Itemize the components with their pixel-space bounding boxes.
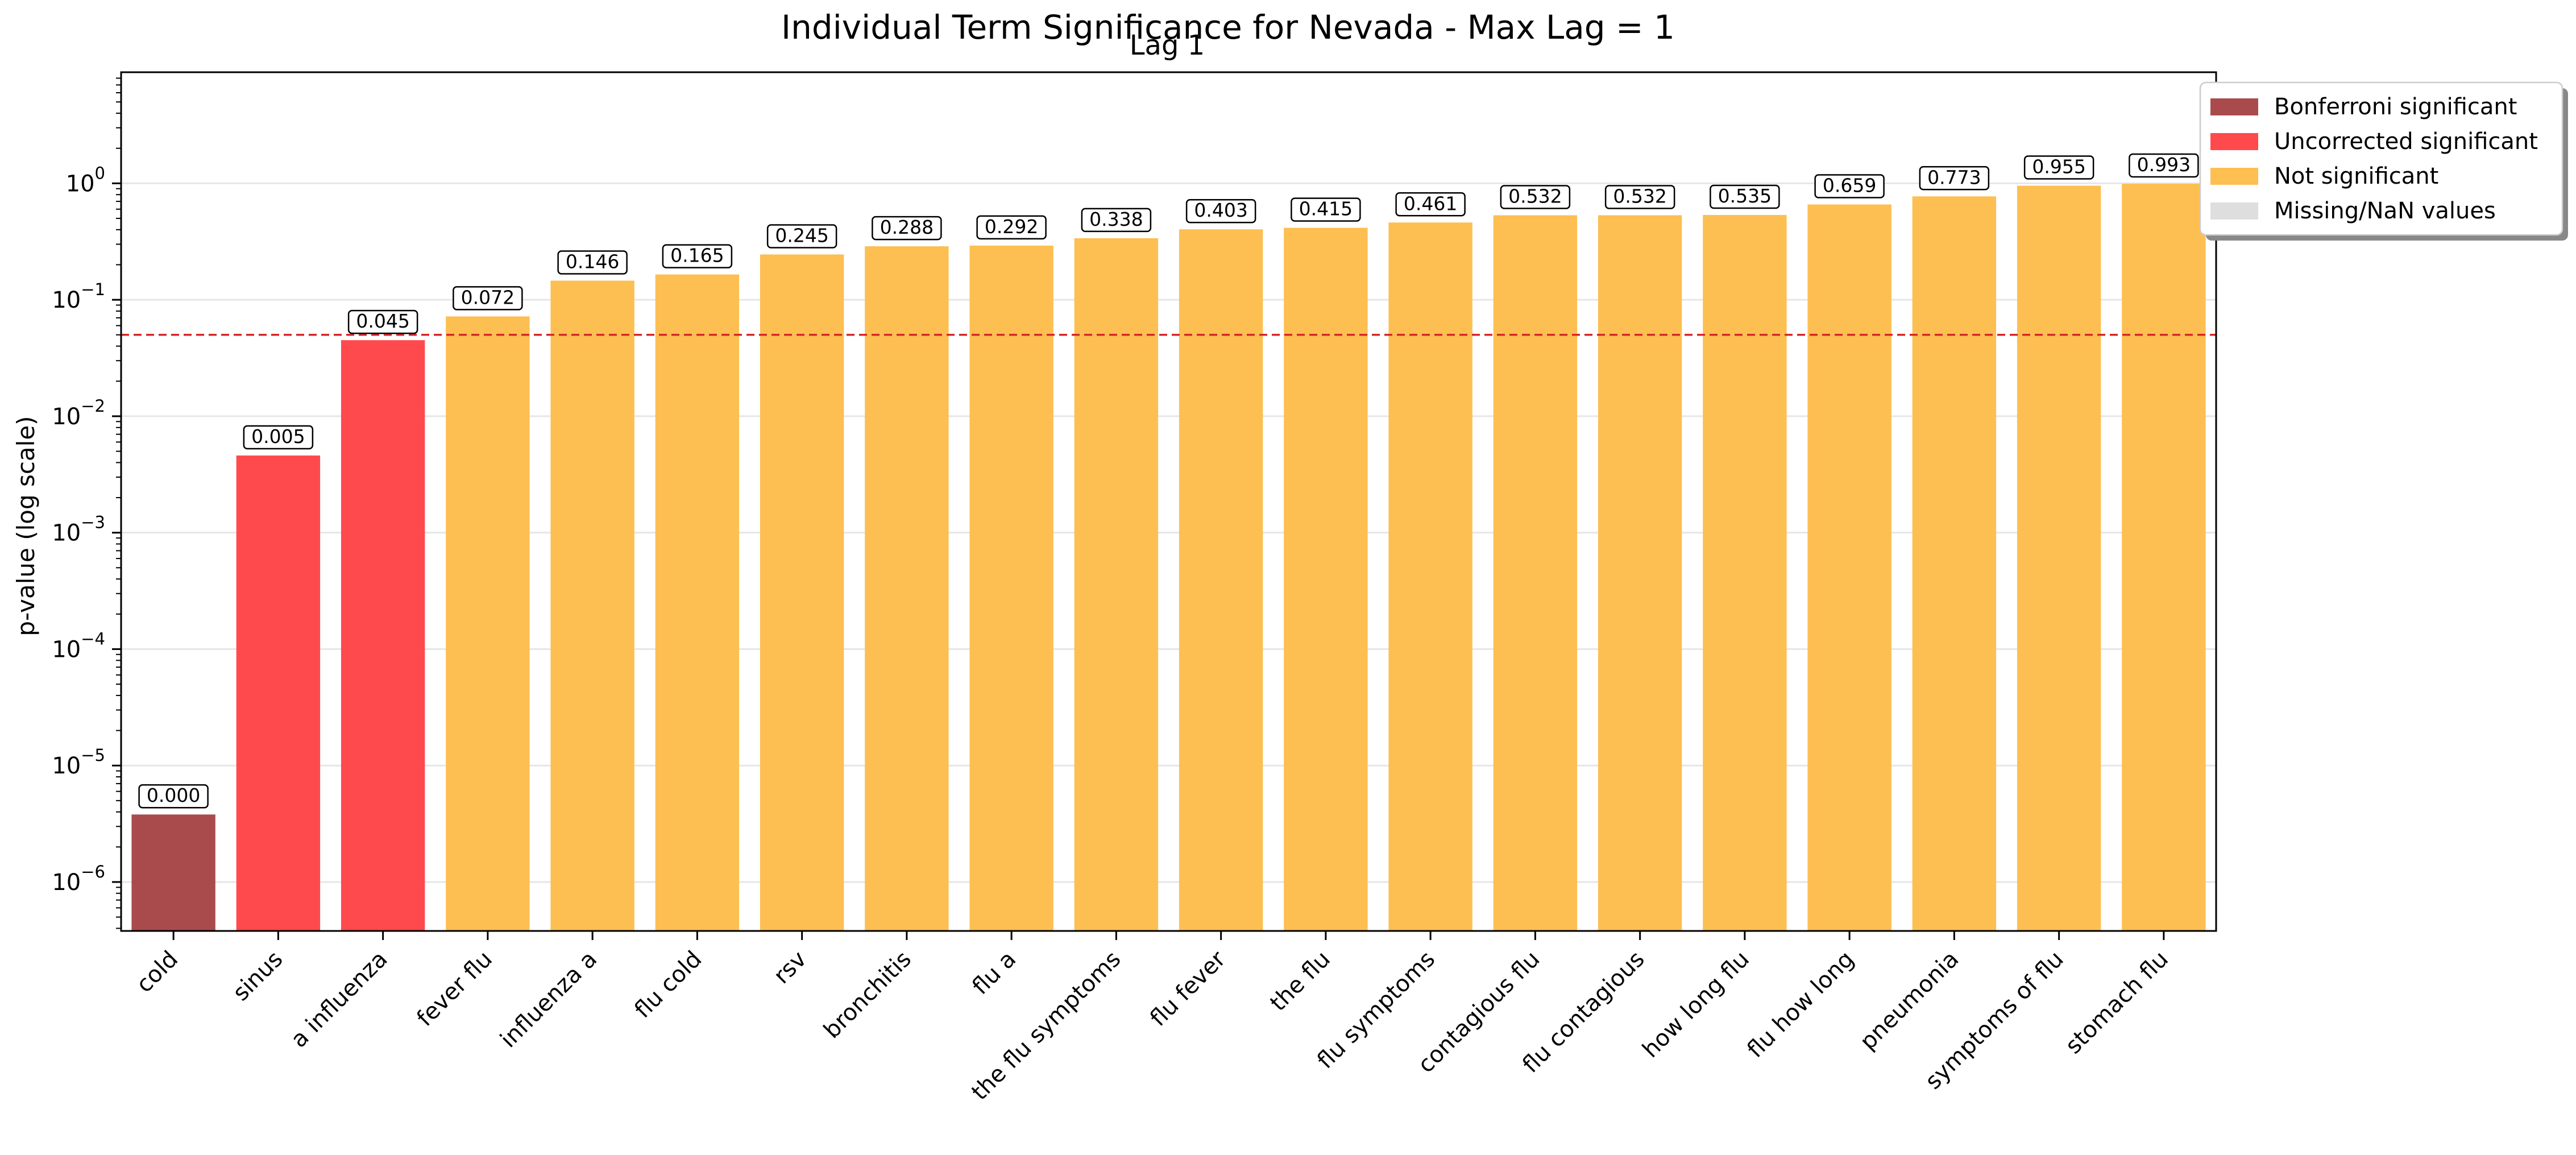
bar [1912, 196, 1997, 932]
value-label: 0.005 [251, 425, 305, 448]
y-tick-exponent: −2 [81, 396, 105, 416]
y-tick-exponent: −6 [81, 862, 105, 881]
bar [1284, 227, 1368, 931]
value-label-box [1500, 185, 1571, 209]
value-label: 0.146 [566, 250, 619, 272]
value-label-box [1395, 192, 1466, 217]
bar [760, 254, 844, 931]
y-tick-exponent: 0 [95, 163, 105, 183]
value-label-box [557, 250, 628, 275]
legend-swatch [2210, 202, 2258, 220]
value-label: 0.245 [775, 224, 828, 246]
value-label-box [1081, 208, 1152, 233]
bar [2017, 185, 2101, 931]
value-label: 0.461 [1404, 192, 1457, 214]
value-label-box [1291, 197, 1361, 222]
value-label-box [662, 244, 733, 268]
bar [655, 274, 740, 931]
y-tick-exponent: −3 [81, 513, 105, 532]
value-label: 0.532 [1613, 185, 1666, 208]
bar [1493, 215, 1578, 931]
value-label: 0.659 [1823, 174, 1876, 196]
bar [1703, 215, 1787, 932]
value-label: 0.955 [2032, 155, 2085, 177]
bar-layer [131, 184, 2206, 932]
bar [865, 246, 949, 931]
chart-subtitle: Lag 1 [1130, 30, 1205, 61]
value-label: 0.993 [2137, 154, 2191, 176]
value-label-box [453, 286, 523, 311]
value-label-box [1814, 174, 1885, 198]
chart-title: Individual Term Significance for Nevada … [781, 8, 1675, 47]
value-label-box [976, 215, 1047, 240]
y-tick-exponent: −5 [81, 746, 105, 765]
y-tick-exponent: −1 [81, 280, 105, 299]
legend-frame [2199, 81, 2563, 236]
bar [1074, 238, 1159, 931]
legend-swatch [2210, 98, 2258, 115]
value-label-box [1710, 184, 1780, 209]
y-tick-exponent: −4 [81, 629, 105, 648]
value-label-box [347, 309, 418, 334]
bar [1388, 222, 1472, 931]
value-label: 0.338 [1089, 208, 1143, 230]
value-label: 0.072 [461, 286, 515, 308]
value-label: 0.773 [1927, 166, 1981, 188]
bar [1807, 204, 1891, 932]
legend: Bonferroni significant Uncorrected signif… [2199, 81, 2568, 241]
bar [446, 316, 530, 931]
legend-label: Bonferroni significant [2274, 94, 2517, 120]
legend-label: Not significant [2274, 163, 2438, 189]
value-label: 0.288 [880, 216, 934, 238]
bar [236, 455, 321, 931]
bar [2122, 184, 2206, 931]
value-label-box [138, 784, 209, 809]
y-axis-label: p-value (log scale) [12, 416, 40, 636]
value-label: 0.165 [670, 245, 724, 267]
value-label-box [243, 425, 314, 450]
bar [1598, 215, 1682, 931]
legend-swatch [2210, 133, 2258, 150]
bar [969, 245, 1053, 931]
bar [1179, 229, 1263, 932]
value-label: 0.535 [1718, 185, 1772, 207]
bar [341, 340, 425, 932]
value-label-box [872, 216, 942, 241]
value-label: 0.000 [147, 784, 200, 806]
value-label-box [2129, 153, 2199, 178]
value-label-box [1919, 166, 1990, 191]
value-label: 0.292 [985, 216, 1038, 238]
value-label: 0.415 [1299, 198, 1353, 220]
value-label: 0.532 [1508, 185, 1562, 208]
legend-label: Uncorrected significant [2274, 129, 2538, 155]
value-label-box [2023, 155, 2094, 180]
plot-frame [120, 71, 2217, 932]
value-label-box [1185, 198, 1256, 223]
value-label: 0.045 [356, 310, 409, 332]
legend-swatch [2210, 168, 2258, 185]
legend-label: Missing/NaN values [2274, 198, 2496, 224]
value-label-box [1604, 185, 1675, 209]
value-label: 0.403 [1194, 199, 1247, 221]
bar [550, 280, 634, 931]
bar [131, 814, 215, 931]
value-label-box [766, 224, 837, 249]
